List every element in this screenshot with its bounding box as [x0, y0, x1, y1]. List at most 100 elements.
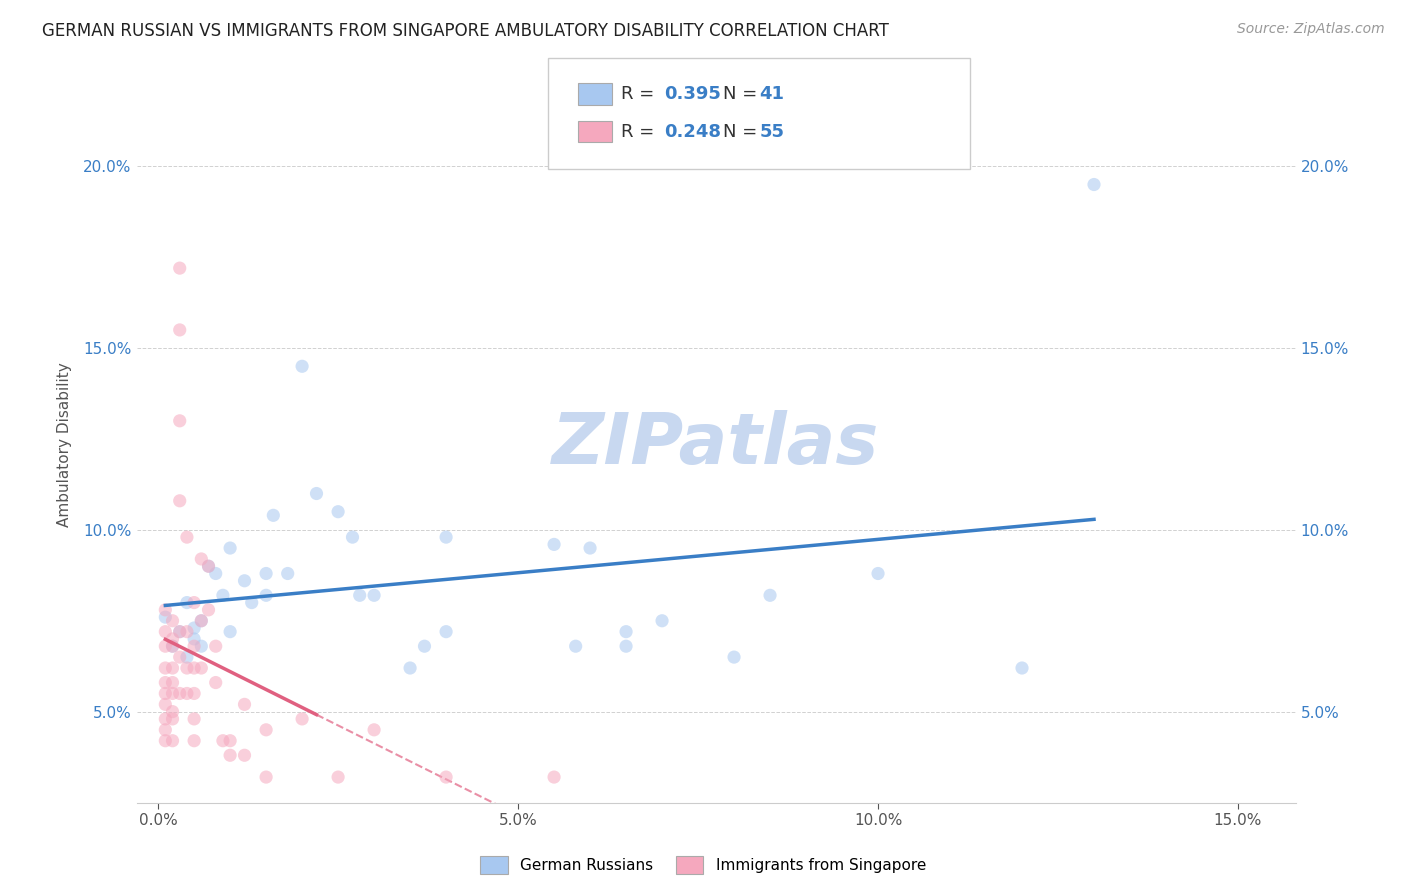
Point: [866, 566, 889, 581]
Point: [277, 566, 299, 581]
Point: [204, 639, 226, 653]
Point: [183, 686, 205, 700]
Point: [190, 661, 212, 675]
Point: [155, 723, 177, 737]
Point: [176, 686, 198, 700]
Point: [197, 603, 219, 617]
Point: [162, 712, 184, 726]
Point: [183, 596, 205, 610]
Text: Source: ZipAtlas.com: Source: ZipAtlas.com: [1237, 22, 1385, 37]
Point: [169, 650, 191, 665]
Point: [169, 624, 191, 639]
Point: [162, 661, 184, 675]
Point: [162, 686, 184, 700]
Point: [183, 621, 205, 635]
Point: [197, 559, 219, 574]
Point: [162, 705, 184, 719]
Point: [651, 614, 673, 628]
Point: [363, 723, 385, 737]
Point: [1083, 178, 1105, 192]
Point: [169, 414, 191, 428]
Point: [254, 723, 277, 737]
Point: [579, 541, 602, 555]
Point: [614, 639, 637, 653]
Text: 0.248: 0.248: [664, 122, 721, 141]
Text: 55: 55: [759, 122, 785, 141]
Point: [233, 698, 256, 712]
Point: [169, 686, 191, 700]
Point: [254, 566, 277, 581]
Point: [564, 639, 586, 653]
Point: [326, 505, 349, 519]
Point: [326, 770, 349, 784]
Point: [254, 588, 277, 602]
Point: [155, 686, 177, 700]
Point: [197, 559, 219, 574]
Text: N =: N =: [723, 122, 762, 141]
Point: [190, 552, 212, 566]
Point: [162, 639, 184, 653]
Point: [363, 588, 385, 602]
Point: [219, 733, 242, 747]
Point: [155, 610, 177, 624]
Point: [176, 661, 198, 675]
Point: [155, 639, 177, 653]
Point: [162, 733, 184, 747]
Text: R =: R =: [621, 85, 661, 103]
Text: R =: R =: [621, 122, 661, 141]
Point: [169, 323, 191, 337]
Point: [212, 733, 235, 747]
Point: [614, 624, 637, 639]
Point: [169, 624, 191, 639]
Point: [240, 596, 263, 610]
Point: [434, 770, 457, 784]
Point: [305, 486, 328, 500]
Point: [759, 588, 782, 602]
Point: [183, 639, 205, 653]
Point: [155, 661, 177, 675]
Point: [169, 261, 191, 276]
Point: [155, 712, 177, 726]
Point: [543, 770, 565, 784]
Point: [291, 712, 314, 726]
Text: N =: N =: [723, 85, 762, 103]
Point: [155, 698, 177, 712]
Point: [155, 733, 177, 747]
Point: [291, 359, 314, 374]
Point: [434, 530, 457, 544]
Point: [204, 566, 226, 581]
Point: [723, 650, 745, 665]
Point: [219, 624, 242, 639]
Point: [169, 493, 191, 508]
Point: [183, 632, 205, 646]
Point: [219, 541, 242, 555]
Point: [162, 632, 184, 646]
Legend: German Russians, Immigrants from Singapore: German Russians, Immigrants from Singapo…: [474, 850, 932, 880]
Point: [204, 675, 226, 690]
Point: [176, 530, 198, 544]
Point: [162, 614, 184, 628]
Point: [190, 614, 212, 628]
Point: [233, 574, 256, 588]
Point: [342, 530, 364, 544]
Point: [155, 603, 177, 617]
Point: [434, 624, 457, 639]
Point: [155, 624, 177, 639]
Point: [162, 675, 184, 690]
Point: [233, 748, 256, 763]
Point: [219, 748, 242, 763]
Point: [262, 508, 284, 523]
Point: [176, 650, 198, 665]
Point: [183, 712, 205, 726]
Text: ZIPatlas: ZIPatlas: [553, 410, 880, 479]
Point: [183, 661, 205, 675]
Y-axis label: Ambulatory Disability: Ambulatory Disability: [58, 362, 72, 527]
Text: GERMAN RUSSIAN VS IMMIGRANTS FROM SINGAPORE AMBULATORY DISABILITY CORRELATION CH: GERMAN RUSSIAN VS IMMIGRANTS FROM SINGAP…: [42, 22, 889, 40]
Point: [183, 733, 205, 747]
Point: [413, 639, 436, 653]
Point: [176, 624, 198, 639]
Point: [190, 639, 212, 653]
Text: 41: 41: [759, 85, 785, 103]
Point: [543, 537, 565, 551]
Point: [155, 675, 177, 690]
